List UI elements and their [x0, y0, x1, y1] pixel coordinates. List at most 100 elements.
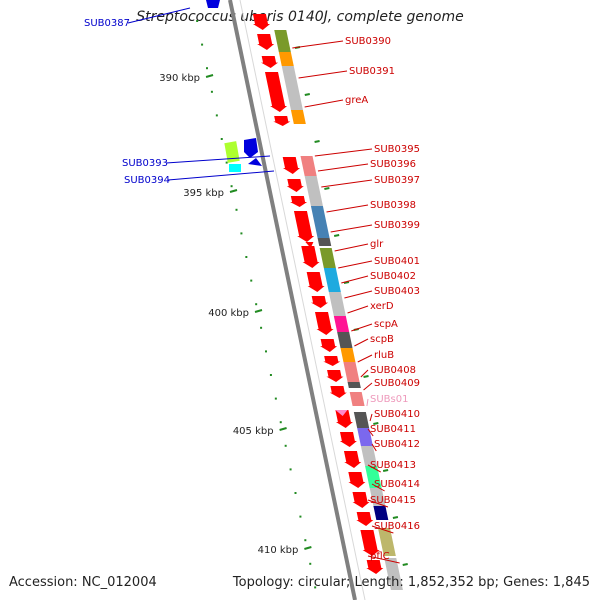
gene-leader-line-left — [127, 7, 191, 24]
function-band — [365, 466, 382, 488]
gene-label: SUB0401 — [374, 256, 420, 267]
gene-leader-line — [330, 224, 373, 233]
gene-arrow — [335, 410, 353, 428]
scale-major-tick — [304, 546, 312, 550]
scale-label: 410 kbp — [258, 545, 299, 556]
scale-minor-tick — [206, 67, 208, 70]
gene-label: SUB0408 — [370, 365, 416, 376]
rna-arrow — [335, 410, 348, 416]
function-band — [337, 332, 353, 348]
scale-minor-tick — [245, 256, 248, 258]
gene-arrow — [366, 560, 384, 574]
gene-leader-line — [317, 163, 369, 172]
gene-label-left: SUB0387 — [84, 18, 130, 29]
function-band — [340, 348, 356, 362]
gene-label: SUB0416 — [374, 521, 420, 532]
page-title: Streptococcus uberis 0140J, complete gen… — [136, 9, 464, 25]
gene-label: greA — [345, 95, 368, 106]
function-band — [300, 156, 317, 176]
function-band — [384, 558, 403, 590]
gene-label: SUB0390 — [345, 36, 391, 47]
gene-arrow — [352, 492, 370, 508]
scale-minor-tick — [265, 350, 267, 353]
gene-leader-line — [360, 369, 369, 378]
scale-minor-tick — [240, 232, 243, 235]
gene-arrow — [311, 296, 329, 308]
gene-leader-line — [371, 525, 394, 534]
function-band — [319, 248, 336, 268]
genome-backbone-inner — [239, 0, 366, 600]
scale-label: 405 kbp — [233, 426, 274, 437]
scale-minor-tick — [279, 421, 282, 424]
gene-arrow — [329, 386, 347, 398]
feature-tick — [392, 516, 399, 519]
gene-leader-line — [367, 555, 400, 564]
gene-label: SUB0391 — [349, 66, 395, 77]
gene-label: SUB0402 — [370, 271, 416, 282]
function-band — [360, 446, 378, 466]
gene-leader-line — [357, 354, 373, 363]
gene-leader-line — [344, 290, 373, 299]
function-band — [373, 506, 389, 520]
gene-arrow — [265, 72, 288, 112]
feature-tick — [324, 187, 330, 190]
function-band — [378, 528, 396, 556]
function-band — [328, 292, 346, 316]
gene-leader-line — [292, 40, 344, 49]
gene-arrow-small — [305, 242, 314, 248]
function-band — [310, 206, 330, 238]
gene-leader-line — [347, 305, 369, 314]
feature-tick — [363, 375, 369, 378]
scale-minor-tick — [235, 208, 238, 211]
gene-arrow — [257, 34, 275, 50]
gene-label: xerD — [370, 301, 394, 312]
topology-text: Topology: circular; Length: 1,852,352 bp… — [232, 575, 590, 590]
gene-arrow — [301, 246, 320, 268]
function-band — [333, 316, 350, 332]
gene-label: SUB0412 — [374, 439, 420, 450]
scale-minor-tick — [304, 539, 307, 542]
scale-minor-tick — [294, 492, 297, 494]
function-band — [290, 110, 306, 124]
feature-tick — [304, 93, 310, 96]
feature-tick — [373, 422, 379, 425]
scale-label: 400 kbp — [208, 308, 249, 319]
scale-label: 390 kbp — [159, 73, 200, 84]
gene-arrow — [356, 512, 374, 526]
gene-box-left — [229, 164, 241, 172]
scale-minor-tick — [230, 185, 233, 188]
gene-label: pflC — [370, 551, 390, 562]
gene-arrow — [348, 472, 366, 488]
gene-label: glr — [370, 239, 384, 250]
function-band — [343, 362, 360, 382]
gene-arrow — [323, 356, 341, 366]
gene-leader-line — [354, 338, 369, 347]
gene-label: SUB0403 — [374, 286, 420, 297]
gene-leader-line — [341, 275, 369, 284]
gene-leader-line — [367, 464, 381, 473]
feature-tick — [382, 469, 389, 472]
gene-leader-line — [371, 443, 377, 452]
scale-major-tick — [254, 309, 263, 313]
scale-major-tick — [229, 189, 238, 193]
gene-leader-line — [367, 428, 374, 437]
scale-minor-tick — [250, 279, 253, 282]
feature-tick — [333, 234, 340, 237]
gene-leader-line-left — [165, 155, 271, 164]
gene-arrow-left — [248, 158, 262, 166]
scale-minor-tick — [299, 515, 302, 518]
gene-label: SUB0413 — [370, 460, 416, 471]
function-band — [274, 30, 291, 52]
scale-major-tick — [279, 427, 287, 431]
gene-arrow — [360, 530, 380, 556]
gene-leader-line-left — [167, 170, 275, 181]
function-band — [323, 268, 341, 292]
scale-minor-tick — [220, 138, 223, 140]
scale-minor-tick — [309, 562, 312, 565]
gene-arrow-left — [206, 0, 220, 8]
gene-label: SUBs01 — [370, 394, 408, 405]
function-band — [353, 412, 370, 428]
scale-minor-tick — [274, 397, 277, 400]
gene-arrow — [293, 211, 315, 242]
